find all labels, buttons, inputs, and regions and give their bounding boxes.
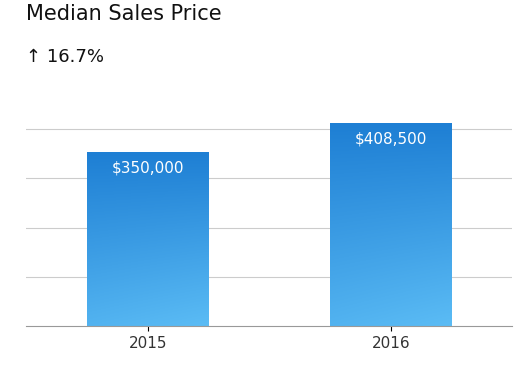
- Text: $350,000: $350,000: [111, 161, 184, 176]
- Text: Median Sales Price: Median Sales Price: [26, 4, 222, 24]
- Text: ↑ 16.7%: ↑ 16.7%: [26, 48, 105, 66]
- Text: $408,500: $408,500: [354, 132, 427, 147]
